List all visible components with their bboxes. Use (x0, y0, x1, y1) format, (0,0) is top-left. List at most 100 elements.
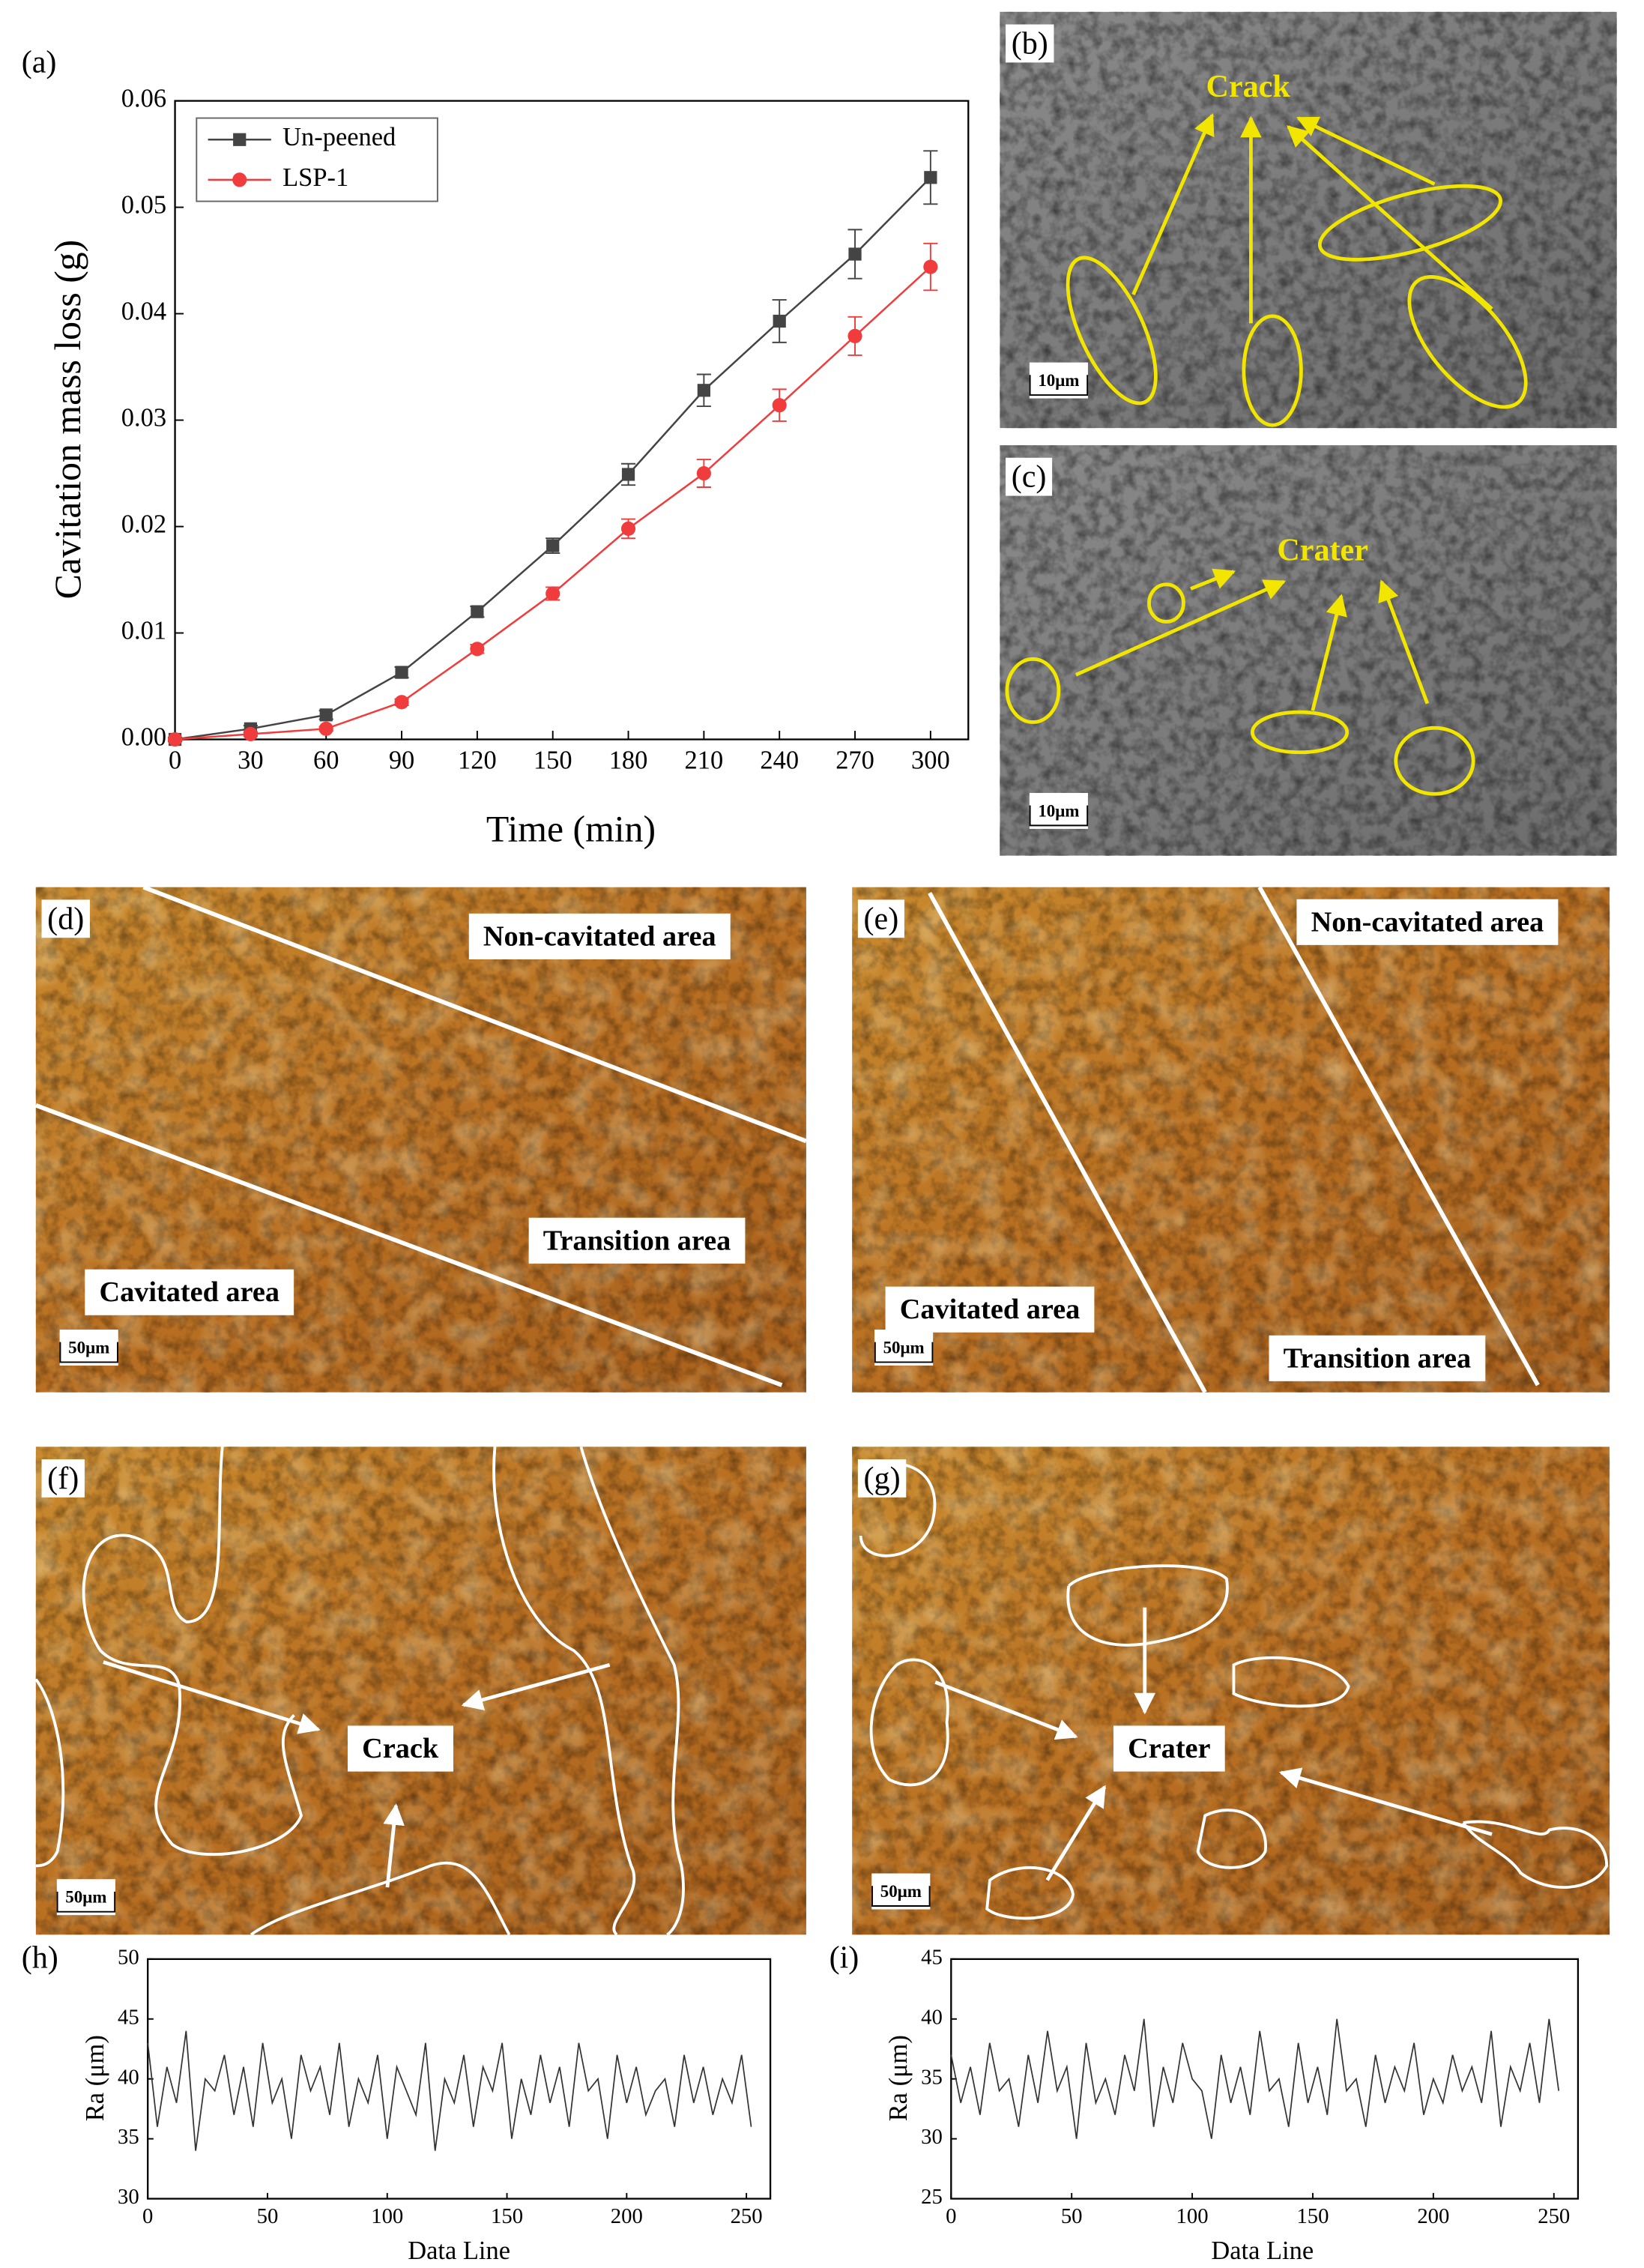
annotation-ellipse (1250, 710, 1350, 755)
marker (243, 726, 258, 741)
panel-label: (c) (1012, 459, 1047, 495)
label-box (1113, 1725, 1225, 1772)
annotation-ellipse (1394, 726, 1475, 796)
legend-label: Un-peened (282, 123, 396, 151)
annotation-arrow (1287, 125, 1493, 310)
micrograph-panel: (b) Crack 10μm (1000, 11, 1617, 429)
annotation-text: Crack (362, 1733, 439, 1764)
y-tick-label: 0.05 (121, 190, 166, 219)
label-box (857, 1459, 907, 1498)
annotation-arrow (934, 1680, 1078, 1740)
annotation-ellipse (1005, 657, 1061, 724)
annotation-text: Transition area (543, 1225, 731, 1256)
micrograph-highlight (35, 887, 806, 1393)
panel-label: (b) (1012, 25, 1048, 61)
label-box (871, 1873, 931, 1910)
x-tick-label: 150 (534, 746, 572, 774)
annotation-ellipse (1147, 582, 1185, 624)
annotation-ellipse (1317, 184, 1502, 262)
label-box (885, 1286, 1095, 1333)
micrograph-texture (1000, 445, 1617, 856)
annotation-ellipse (1407, 275, 1528, 409)
annotation-arrow (1378, 579, 1430, 705)
label-box (1029, 362, 1088, 399)
annotation-arrow (1278, 1767, 1493, 1836)
y-tick-label: 35 (118, 2125, 139, 2149)
y-axis-label: Cavitation mass loss (g) (47, 240, 88, 600)
annotation-arrow (1131, 113, 1215, 295)
marker (319, 708, 333, 722)
y-tick-label: 45 (921, 1945, 943, 1969)
x-tick-label: 210 (685, 746, 724, 774)
x-tick-label: 100 (371, 2204, 403, 2228)
label-box (56, 1879, 115, 1916)
annotation-text: Crater (1128, 1733, 1210, 1764)
panel-label: (d) (47, 901, 84, 936)
y-tick-label: 30 (921, 2125, 943, 2149)
x-tick-label: 0 (169, 746, 181, 774)
marker (620, 521, 636, 536)
annotation-text: Non-cavitated area (1311, 906, 1544, 938)
x-axis-label: Time (min) (486, 808, 656, 849)
label-box (347, 1725, 454, 1772)
x-axis-label: Data Line (1211, 2237, 1314, 2265)
region-outline (82, 1447, 303, 1857)
annotation-text: Crater (1277, 532, 1368, 567)
marker (621, 468, 635, 481)
scale-bar-label: 10μm (1038, 801, 1079, 820)
panel-label: (g) (864, 1461, 901, 1496)
annotation-ellipse (1242, 314, 1303, 427)
x-tick-label: 250 (1538, 2204, 1570, 2228)
x-tick-label: 30 (238, 746, 263, 774)
micrograph-highlight (852, 1447, 1610, 1935)
x-tick-label: 180 (609, 746, 648, 774)
region-outline (34, 1678, 65, 1868)
y-tick-label: 0.03 (121, 403, 166, 432)
marker (167, 732, 183, 747)
annotation-text: Crack (1206, 69, 1290, 104)
annotation-arrow (1075, 579, 1287, 677)
boundary-line (928, 891, 1207, 1393)
y-tick-label: 40 (921, 2005, 943, 2029)
scale-bar (56, 1891, 116, 1913)
scale-bar-label: 10μm (1038, 371, 1079, 390)
x-tick-label: 0 (946, 2204, 956, 2228)
x-tick-label: 250 (731, 2204, 763, 2228)
annotation-arrow (1190, 568, 1236, 591)
micrograph-panel: (d) Non-cavitated area Transition area Cavi… (34, 885, 807, 1393)
marker (470, 642, 485, 657)
series-line (147, 2030, 752, 2151)
annotation-arrow (383, 1803, 405, 1888)
scale-bar (1029, 375, 1089, 396)
y-tick-label: 45 (118, 2005, 139, 2029)
label-box (85, 1269, 294, 1315)
micrograph-highlight (35, 1447, 806, 1935)
region-outline (869, 1658, 949, 1787)
y-tick-label: 50 (118, 1945, 139, 1969)
y-axis-label: Ra (μm) (81, 2035, 109, 2121)
marker (697, 384, 710, 397)
panel-label: (f) (47, 1461, 79, 1496)
legend-box (196, 117, 438, 202)
region-outline (985, 1866, 1075, 1920)
x-tick-label: 100 (1176, 2204, 1209, 2228)
region-outline (492, 1447, 636, 1936)
micrograph-panel: (e) Non-cavitated area Cavitated area Trans… (852, 886, 1610, 1393)
scale-bar (59, 1342, 118, 1363)
marker (772, 398, 787, 413)
annotation-ellipse (1066, 256, 1158, 405)
scale-bar (1029, 805, 1089, 827)
marker (546, 539, 560, 552)
micrograph-panel: (c) Crater 10μm (1000, 445, 1617, 856)
x-tick-label: 300 (911, 746, 950, 774)
label-box (528, 1217, 746, 1264)
x-tick-label: 150 (1296, 2204, 1329, 2228)
y-tick-label: 0.06 (121, 84, 166, 112)
x-tick-label: 50 (1061, 2204, 1083, 2228)
micrograph-texture (1000, 11, 1617, 429)
micrograph-panel: (g) Crater 50μm (852, 1447, 1610, 1935)
scale-bar-label: 50μm (880, 1882, 922, 1901)
region-outline (1066, 1564, 1229, 1647)
y-tick-label: 0.00 (121, 723, 166, 751)
